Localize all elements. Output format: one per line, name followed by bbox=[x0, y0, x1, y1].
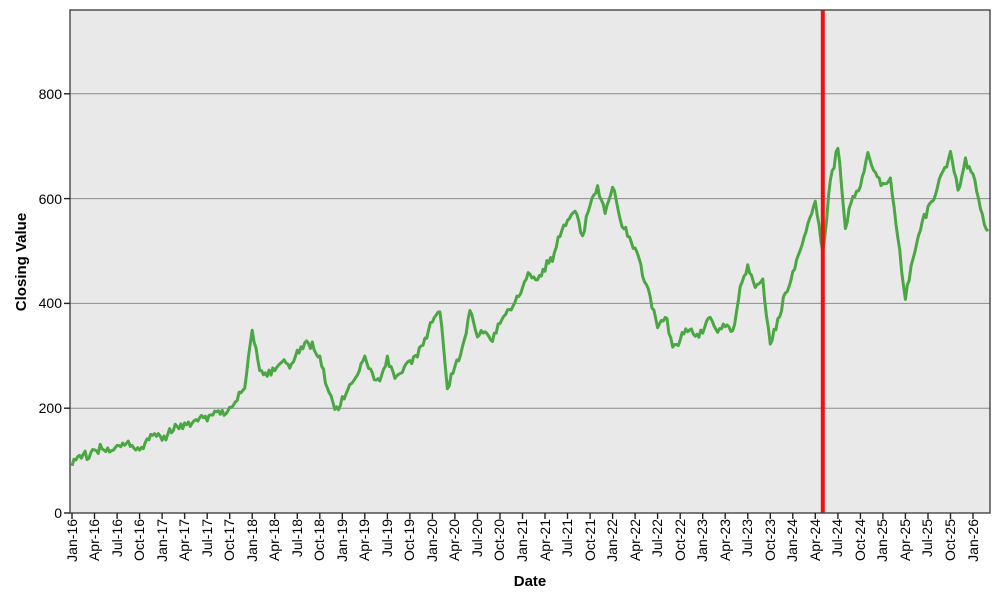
x-tick-label: Oct-18 bbox=[311, 519, 328, 562]
y-tick-label: 200 bbox=[38, 400, 62, 417]
x-tick-label: Apr-17 bbox=[176, 519, 193, 562]
y-tick-label: 400 bbox=[38, 295, 62, 312]
x-tick-label: Jan-25 bbox=[874, 519, 891, 562]
x-tick-label: Jul-18 bbox=[288, 519, 305, 558]
x-tick-label: Jul-25 bbox=[919, 519, 936, 558]
y-tick-label: 0 bbox=[54, 505, 62, 521]
x-tick-label: Oct-21 bbox=[581, 519, 598, 562]
x-tick-label: Apr-24 bbox=[806, 519, 823, 562]
x-tick-label: Oct-16 bbox=[131, 519, 148, 562]
x-tick-label: Oct-24 bbox=[851, 519, 868, 562]
x-tick-label: Oct-23 bbox=[761, 519, 778, 562]
x-tick-label: Oct-25 bbox=[941, 519, 958, 562]
x-tick-label: Jan-18 bbox=[243, 519, 260, 562]
x-tick-label: Jul-23 bbox=[739, 519, 756, 558]
y-tick-label: 600 bbox=[38, 190, 62, 207]
x-tick-label: Apr-16 bbox=[86, 519, 103, 562]
x-tick-label: Jan-20 bbox=[423, 519, 440, 562]
x-tick-label: Jan-17 bbox=[153, 519, 170, 562]
x-tick-label: Jul-17 bbox=[198, 519, 215, 558]
x-tick-label: Oct-20 bbox=[491, 519, 508, 562]
x-tick-label: Apr-18 bbox=[266, 519, 283, 562]
x-tick-label: Jul-22 bbox=[649, 519, 666, 558]
x-tick-label: Jul-21 bbox=[559, 519, 576, 558]
x-tick-label: Jan-21 bbox=[514, 519, 530, 562]
x-tick-label: Apr-21 bbox=[536, 519, 553, 562]
x-tick-label: Jan-24 bbox=[784, 519, 801, 562]
x-tick-label: Jul-24 bbox=[829, 519, 846, 558]
y-axis-title: Closing Value bbox=[13, 212, 30, 312]
y-tick-label: 800 bbox=[38, 85, 62, 102]
x-tick-label: Jul-16 bbox=[108, 519, 125, 558]
x-tick-label: Jan-26 bbox=[964, 519, 981, 562]
x-axis-title: Date bbox=[513, 573, 547, 590]
x-tick-label: Apr-19 bbox=[356, 519, 373, 562]
x-tick-label: Apr-25 bbox=[896, 519, 913, 562]
x-tick-label: Jan-19 bbox=[333, 519, 350, 562]
x-tick-label: Apr-23 bbox=[716, 519, 733, 562]
x-tick-label: Jul-19 bbox=[378, 519, 395, 558]
x-tick-label: Apr-20 bbox=[446, 519, 463, 562]
x-tick-label: Jan-23 bbox=[694, 519, 711, 562]
x-tick-label: Jan-16 bbox=[63, 519, 80, 562]
x-tick-label: Oct-17 bbox=[221, 519, 238, 562]
x-tick-label: Jul-20 bbox=[468, 519, 485, 558]
x-tick-label: Apr-22 bbox=[626, 519, 643, 562]
x-tick-label: Jan-22 bbox=[604, 519, 621, 562]
x-tick-label: Oct-22 bbox=[671, 519, 688, 562]
x-tick-label: Oct-19 bbox=[401, 519, 418, 562]
